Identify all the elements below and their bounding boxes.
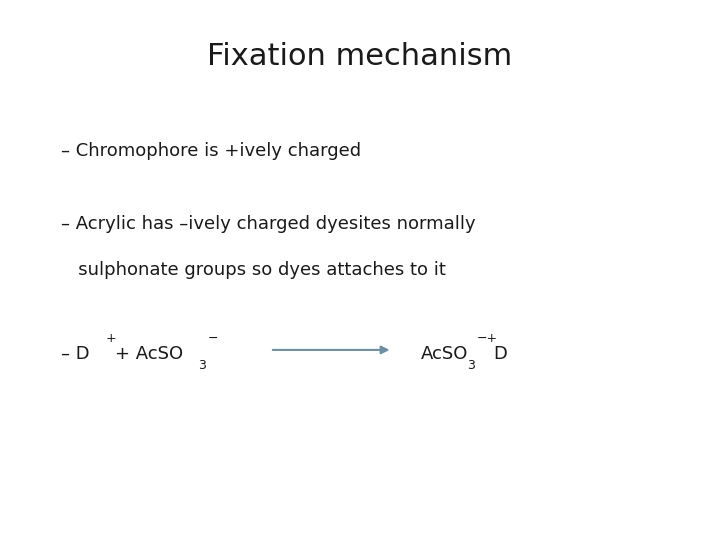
Text: −+: −+ bbox=[477, 332, 498, 345]
Text: – Chromophore is +ively charged: – Chromophore is +ively charged bbox=[61, 142, 361, 160]
Text: + AcSO: + AcSO bbox=[115, 345, 184, 363]
Text: sulphonate groups so dyes attaches to it: sulphonate groups so dyes attaches to it bbox=[61, 261, 446, 279]
Text: – D: – D bbox=[61, 345, 90, 363]
Text: Fixation mechanism: Fixation mechanism bbox=[207, 42, 513, 71]
Text: −: − bbox=[208, 332, 219, 345]
Text: 3: 3 bbox=[467, 359, 475, 372]
Text: – Acrylic has –ively charged dyesites normally: – Acrylic has –ively charged dyesites no… bbox=[61, 215, 476, 233]
Text: AcSO: AcSO bbox=[421, 345, 469, 363]
Text: +: + bbox=[106, 332, 117, 345]
Text: 3: 3 bbox=[198, 359, 206, 372]
Text: D: D bbox=[493, 345, 507, 363]
